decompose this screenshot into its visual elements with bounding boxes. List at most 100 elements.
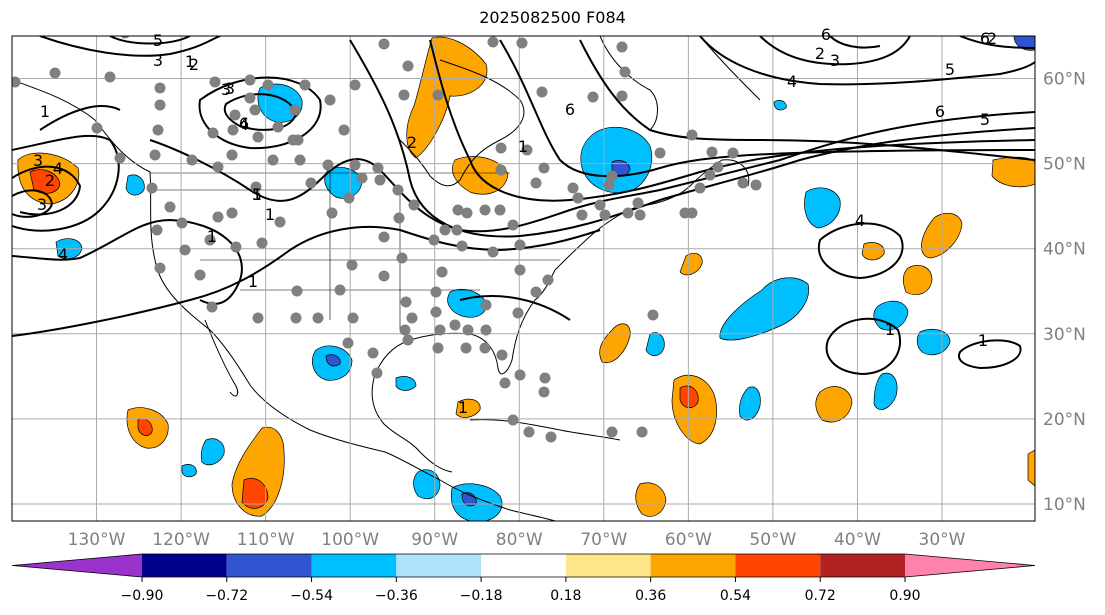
- station-dot: [212, 211, 224, 223]
- station-dot: [209, 76, 221, 88]
- blue-anomaly-region: [873, 300, 909, 331]
- station-dot: [149, 149, 161, 161]
- station-dot: [402, 334, 414, 346]
- station-dot: [686, 129, 698, 141]
- station-dot: [536, 86, 548, 98]
- lon-label: 120°W: [152, 530, 210, 550]
- station-dot: [151, 224, 163, 236]
- station-dot: [398, 89, 410, 101]
- colorbar-segment: [481, 554, 566, 577]
- station-dot: [392, 184, 404, 196]
- contour-line: [39, 36, 221, 57]
- station-dot: [256, 237, 268, 249]
- contour-label: 4: [239, 115, 249, 134]
- station-dot: [287, 134, 299, 146]
- station-dot: [12, 76, 21, 88]
- station-dot: [346, 259, 358, 271]
- station-dot: [430, 306, 442, 318]
- contour-line: [12, 218, 243, 305]
- colorbar-tick-label: −0.18: [460, 588, 503, 604]
- station-dot: [694, 182, 706, 194]
- contour-line: [149, 111, 1035, 233]
- colorbar-segment: [905, 554, 1035, 577]
- lon-label: 110°W: [237, 530, 295, 550]
- station-dot: [434, 324, 446, 336]
- contour-line: [817, 222, 904, 280]
- map-frame: [11, 35, 1036, 522]
- station-dot: [594, 199, 606, 211]
- station-dot: [49, 67, 61, 79]
- contour-line: [958, 339, 1022, 370]
- station-dot: [542, 274, 554, 286]
- station-dot: [179, 244, 191, 256]
- contour-line: [579, 39, 1035, 161]
- station-dot: [252, 131, 264, 143]
- blue-anomaly-region: [413, 469, 441, 500]
- blue-anomaly-region: [395, 376, 417, 391]
- contour-label: 1: [252, 185, 262, 204]
- station-dot: [399, 324, 411, 336]
- station-dot: [326, 207, 338, 219]
- station-dot: [514, 239, 526, 251]
- colorbar-tick-label: −0.72: [205, 588, 248, 604]
- contour-label: 6: [821, 25, 831, 44]
- contour-label: 1: [518, 137, 528, 156]
- lat-label: 40°N: [1043, 240, 1086, 260]
- station-dot: [430, 286, 442, 298]
- station-dot: [432, 342, 444, 354]
- station-dot: [750, 179, 762, 191]
- station-dot: [516, 37, 528, 49]
- colorbar-segment: [311, 554, 397, 577]
- contour-label: 3: [221, 80, 231, 99]
- station-dot: [91, 122, 103, 134]
- border: [150, 172, 560, 330]
- contour-line: [829, 36, 881, 49]
- station-dot: [494, 204, 506, 216]
- contour-label: 1: [248, 272, 258, 291]
- station-dot: [343, 192, 355, 204]
- contour-label: 1: [885, 320, 895, 339]
- contour-label: 1: [40, 102, 50, 121]
- coastline: [12, 79, 556, 521]
- contour-label: 2: [189, 55, 199, 74]
- station-dot: [206, 301, 218, 313]
- station-dot: [654, 147, 666, 159]
- contour-label: 6: [239, 114, 249, 133]
- contour-line: [959, 36, 1035, 49]
- station-dot: [114, 152, 126, 164]
- station-dot: [406, 312, 418, 324]
- station-dot: [495, 142, 507, 154]
- station-dot: [603, 179, 615, 191]
- station-dot: [487, 36, 499, 48]
- colorbar-tick-label: 0.18: [550, 588, 581, 604]
- station-dot: [252, 312, 264, 324]
- contour-label: 5: [153, 31, 163, 50]
- dark-blue-anomaly-region: [325, 354, 341, 367]
- station-dot: [262, 79, 274, 91]
- contour-line: [12, 225, 601, 337]
- colorbar-tick-label: −0.54: [290, 588, 333, 604]
- colorbar-tick-label: −0.90: [121, 588, 164, 604]
- station-dot: [154, 262, 166, 274]
- station-dot: [439, 224, 451, 236]
- contour-label: 2: [815, 44, 825, 63]
- station-dot: [499, 377, 511, 389]
- contour-line: [499, 39, 1035, 178]
- contour-label: 3: [37, 195, 47, 214]
- station-dot: [632, 197, 644, 209]
- station-dot: [146, 182, 158, 194]
- colorbar-tick-label: −0.36: [375, 588, 418, 604]
- lon-label: 100°W: [321, 530, 379, 550]
- colorbar-segment: [12, 554, 142, 577]
- orange-anomaly-region: [861, 242, 885, 261]
- contour-label: 1: [185, 52, 195, 71]
- station-dot: [204, 234, 216, 246]
- red-anomaly-region: [137, 418, 153, 436]
- station-dot: [523, 426, 535, 438]
- colorbar-tick-label: 0.54: [720, 588, 751, 604]
- colorbar-segment: [396, 554, 482, 577]
- station-dot: [229, 109, 241, 121]
- station-dot: [706, 146, 718, 158]
- station-dot: [367, 347, 379, 359]
